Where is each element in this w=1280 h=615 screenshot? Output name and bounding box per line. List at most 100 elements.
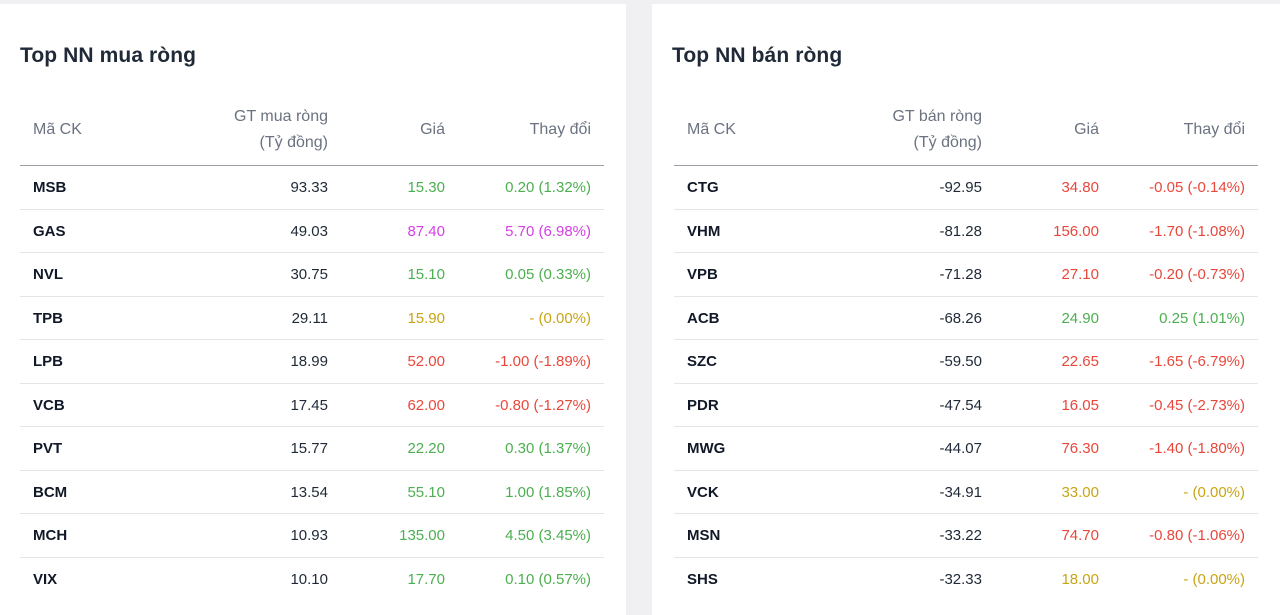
table-row[interactable]: VCB 17.45 62.00 -0.80 (-1.27%) <box>20 384 604 427</box>
table-row[interactable]: VCK -34.91 33.00 - (0.00%) <box>674 471 1258 514</box>
net-value: 49.03 <box>290 222 328 240</box>
table-row[interactable]: VHM -81.28 156.00 -1.70 (-1.08%) <box>674 210 1258 253</box>
price-change: 0.25 (1.01%) <box>1159 309 1245 327</box>
net-sell-table: Mã CK GT bán ròng (Tỷ đồng) Giá Thay đổi… <box>674 96 1258 601</box>
price: 24.90 <box>1061 309 1099 327</box>
header-price[interactable]: Giá <box>420 121 445 138</box>
price: 62.00 <box>407 396 445 414</box>
price-change: 0.05 (0.33%) <box>505 266 591 283</box>
stock-code[interactable]: MSN <box>687 527 721 544</box>
table-row[interactable]: TPB 29.11 15.90 - (0.00%) <box>20 297 604 340</box>
stock-code[interactable]: VIX <box>33 570 58 588</box>
top-foreign-net-buy-panel: Top NN mua ròng Mã CK GT mua ròng (Tỷ đồ… <box>0 4 626 615</box>
price: 16.05 <box>1061 396 1099 414</box>
stock-code[interactable]: GAS <box>33 222 66 240</box>
net-value: -44.07 <box>939 440 982 457</box>
net-value: 18.99 <box>290 353 328 370</box>
top-foreign-net-sell-panel: Top NN bán ròng Mã CK GT bán ròng (Tỷ đồ… <box>652 4 1280 615</box>
table-header: Mã CK GT bán ròng (Tỷ đồng) Giá Thay đổi <box>674 96 1258 166</box>
table-row[interactable]: LPB 18.99 52.00 -1.00 (-1.89%) <box>20 340 604 384</box>
net-value: 10.93 <box>290 527 328 544</box>
table-row[interactable]: MWG -44.07 76.30 -1.40 (-1.80%) <box>674 427 1258 471</box>
net-value: -71.28 <box>939 266 982 283</box>
net-value: -92.95 <box>939 179 982 196</box>
header-net-value-unit: (Tỷ đồng) <box>913 134 982 151</box>
price: 15.30 <box>407 179 445 196</box>
price: 87.40 <box>407 222 445 240</box>
table-row[interactable]: SZC -59.50 22.65 -1.65 (-6.79%) <box>674 340 1258 384</box>
price-change: -1.40 (-1.80%) <box>1149 440 1245 457</box>
price-change: 0.30 (1.37%) <box>505 440 591 457</box>
price-change: - (0.00%) <box>1183 570 1245 588</box>
net-value: 13.54 <box>290 483 328 501</box>
stock-code[interactable]: PVT <box>33 440 63 457</box>
stock-code[interactable]: PDR <box>687 396 719 414</box>
price: 34.80 <box>1061 179 1099 196</box>
table-row[interactable]: VPB -71.28 27.10 -0.20 (-0.73%) <box>674 253 1258 297</box>
price: 156.00 <box>1053 222 1099 240</box>
net-value: -68.26 <box>939 309 982 327</box>
table-row[interactable]: NVL 30.75 15.10 0.05 (0.33%) <box>20 253 604 297</box>
price: 15.90 <box>407 309 445 327</box>
net-value: -33.22 <box>939 527 982 544</box>
price: 22.20 <box>407 440 445 457</box>
stock-code[interactable]: SZC <box>687 353 717 370</box>
stock-code[interactable]: VCK <box>687 483 719 501</box>
price: 18.00 <box>1061 570 1099 588</box>
table-row[interactable]: VIX 10.10 17.70 0.10 (0.57%) <box>20 558 604 602</box>
stock-code[interactable]: MSB <box>33 179 67 196</box>
stock-code[interactable]: VPB <box>687 266 718 283</box>
price: 135.00 <box>399 527 445 544</box>
price-change: -1.70 (-1.08%) <box>1149 222 1245 240</box>
header-change[interactable]: Thay đổi <box>1183 121 1245 138</box>
price: 33.00 <box>1061 483 1099 501</box>
table-row[interactable]: SHS -32.33 18.00 - (0.00%) <box>674 558 1258 602</box>
table-row[interactable]: GAS 49.03 87.40 5.70 (6.98%) <box>20 210 604 253</box>
stock-code[interactable]: CTG <box>687 179 719 196</box>
header-change[interactable]: Thay đổi <box>529 121 591 138</box>
price-change: -0.20 (-0.73%) <box>1149 266 1245 283</box>
panel-title: Top NN bán ròng <box>672 44 843 67</box>
price-change: 1.00 (1.85%) <box>505 483 591 501</box>
table-row[interactable]: PVT 15.77 22.20 0.30 (1.37%) <box>20 427 604 471</box>
header-price[interactable]: Giá <box>1074 121 1099 138</box>
net-value: 30.75 <box>290 266 328 283</box>
price-change: -1.00 (-1.89%) <box>495 353 591 370</box>
stock-code[interactable]: BCM <box>33 483 68 501</box>
price: 74.70 <box>1061 527 1099 544</box>
price-change: -1.65 (-6.79%) <box>1149 353 1245 370</box>
table-row[interactable]: CTG -92.95 34.80 -0.05 (-0.14%) <box>674 166 1258 210</box>
stock-code[interactable]: MCH <box>33 527 68 544</box>
header-net-value-line1: GT mua ròng <box>234 108 328 125</box>
table-row[interactable]: MSB 93.33 15.30 0.20 (1.32%) <box>20 166 604 210</box>
price-change: -0.80 (-1.06%) <box>1149 527 1245 544</box>
table-row[interactable]: MSN -33.22 74.70 -0.80 (-1.06%) <box>674 514 1258 558</box>
table-row[interactable]: BCM 13.54 55.10 1.00 (1.85%) <box>20 471 604 514</box>
table-row[interactable]: PDR -47.54 16.05 -0.45 (-2.73%) <box>674 384 1258 427</box>
stock-code[interactable]: VCB <box>33 396 65 414</box>
table-row[interactable]: ACB -68.26 24.90 0.25 (1.01%) <box>674 297 1258 340</box>
header-net-value[interactable]: GT bán ròng (Tỷ đồng) <box>892 104 982 156</box>
header-net-value-unit: (Tỷ đồng) <box>259 134 328 151</box>
price: 27.10 <box>1061 266 1099 283</box>
price-change: -0.45 (-2.73%) <box>1149 396 1245 414</box>
stock-code[interactable]: TPB <box>33 309 63 327</box>
stock-code[interactable]: SHS <box>687 570 718 588</box>
net-value: 10.10 <box>290 570 328 588</box>
header-code[interactable]: Mã CK <box>33 121 82 138</box>
stock-code[interactable]: ACB <box>687 309 720 327</box>
price: 15.10 <box>407 266 445 283</box>
stock-code[interactable]: MWG <box>687 440 726 457</box>
table-row[interactable]: MCH 10.93 135.00 4.50 (3.45%) <box>20 514 604 558</box>
stock-code[interactable]: VHM <box>687 222 721 240</box>
stock-code[interactable]: NVL <box>33 266 63 283</box>
net-value: 93.33 <box>290 179 328 196</box>
price-change: 5.70 (6.98%) <box>505 222 591 240</box>
header-code[interactable]: Mã CK <box>687 121 736 138</box>
stock-code[interactable]: LPB <box>33 353 63 370</box>
net-value: -47.54 <box>939 396 982 414</box>
price: 17.70 <box>407 570 445 588</box>
header-net-value[interactable]: GT mua ròng (Tỷ đồng) <box>234 104 328 156</box>
net-value: -81.28 <box>939 222 982 240</box>
table-header: Mã CK GT mua ròng (Tỷ đồng) Giá Thay đổi <box>20 96 604 166</box>
